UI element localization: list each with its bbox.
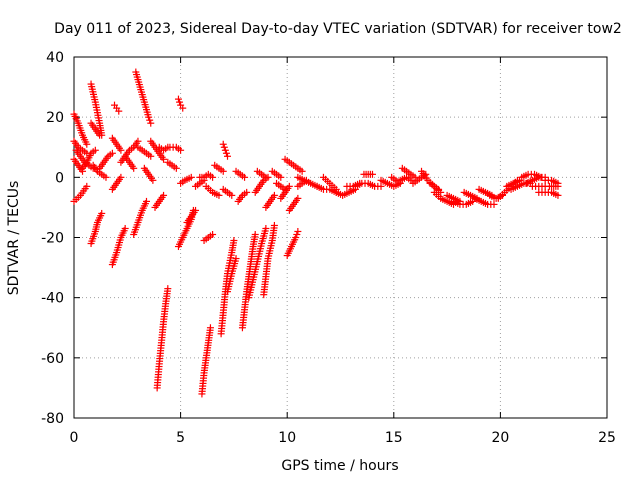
- grid-lines: [74, 57, 607, 418]
- data-point: [294, 227, 302, 235]
- y-tick-label: -40: [41, 291, 64, 307]
- data-point: [219, 167, 227, 175]
- data-point: [232, 255, 240, 263]
- data-point: [490, 200, 498, 208]
- y-axis-label: SDTVAR / TECUs: [6, 181, 22, 296]
- data-point: [224, 152, 232, 160]
- data-point: [294, 194, 302, 202]
- data-point: [160, 155, 168, 163]
- data-point: [174, 95, 182, 103]
- y-tick-label: -80: [41, 411, 64, 427]
- data-point: [241, 173, 249, 181]
- data-point: [554, 191, 562, 199]
- data-point: [177, 146, 185, 154]
- data-point: [221, 146, 229, 154]
- axis-ticks: [73, 56, 608, 419]
- data-point: [160, 191, 168, 199]
- data-point: [179, 104, 187, 112]
- data-point: [262, 224, 270, 232]
- data-point: [215, 191, 223, 199]
- data-point: [130, 164, 138, 172]
- data-point: [83, 182, 91, 190]
- data-point: [172, 164, 180, 172]
- data-point: [149, 176, 157, 184]
- x-axis-label: GPS time / hours: [281, 458, 398, 474]
- data-point: [164, 285, 172, 293]
- data-point: [142, 197, 150, 205]
- data-points: [70, 68, 562, 398]
- data-point: [145, 113, 153, 121]
- y-tick-labels: -80 -60 -40 -20 0 20 40: [41, 50, 64, 427]
- data-point: [147, 119, 155, 127]
- chart-title: Day 011 of 2023, Sidereal Day-to-day VTE…: [54, 21, 622, 37]
- y-tick-label: 40: [46, 50, 64, 66]
- data-point: [285, 182, 293, 190]
- data-point: [83, 140, 91, 148]
- data-point: [377, 182, 385, 190]
- y-tick-label: 20: [46, 110, 64, 126]
- y-tick-label: -20: [41, 231, 64, 247]
- data-point: [91, 146, 99, 154]
- data-point: [209, 230, 217, 238]
- data-point: [147, 152, 155, 160]
- x-tick-label: 15: [385, 430, 403, 446]
- x-tick-label: 20: [491, 430, 509, 446]
- data-point: [117, 173, 125, 181]
- data-point: [230, 237, 238, 245]
- x-tick-labels: 0 5 10 15 20 25: [70, 430, 616, 446]
- data-point: [96, 131, 104, 139]
- data-point: [219, 140, 227, 148]
- data-point: [146, 116, 154, 124]
- data-point: [206, 324, 214, 332]
- data-point: [293, 230, 301, 238]
- data-point: [220, 143, 228, 151]
- data-point: [222, 149, 230, 157]
- x-tick-label: 10: [278, 430, 296, 446]
- data-point: [176, 98, 184, 106]
- data-point: [228, 191, 236, 199]
- data-point: [117, 146, 125, 154]
- data-point: [292, 234, 300, 241]
- data-point: [102, 173, 110, 181]
- data-point: [554, 182, 562, 190]
- data-point: [209, 173, 217, 181]
- x-tick-label: 0: [70, 430, 79, 446]
- y-tick-label: 0: [55, 170, 64, 186]
- data-point: [243, 188, 251, 196]
- data-point: [187, 173, 195, 181]
- data-point: [108, 149, 116, 157]
- y-tick-label: -60: [41, 351, 64, 367]
- data-point: [435, 185, 443, 193]
- x-tick-label: 25: [598, 430, 616, 446]
- data-point: [134, 137, 142, 145]
- data-point: [115, 107, 123, 115]
- data-point: [270, 221, 278, 229]
- data-point: [368, 170, 376, 178]
- data-point: [298, 167, 306, 175]
- x-tick-label: 5: [176, 430, 185, 446]
- data-point: [251, 230, 259, 238]
- data-point: [98, 209, 106, 217]
- data-point: [270, 191, 278, 199]
- data-point: [277, 173, 285, 181]
- data-point: [192, 206, 200, 214]
- data-point: [262, 173, 270, 181]
- plot-frame: [73, 56, 608, 419]
- data-point: [121, 224, 129, 232]
